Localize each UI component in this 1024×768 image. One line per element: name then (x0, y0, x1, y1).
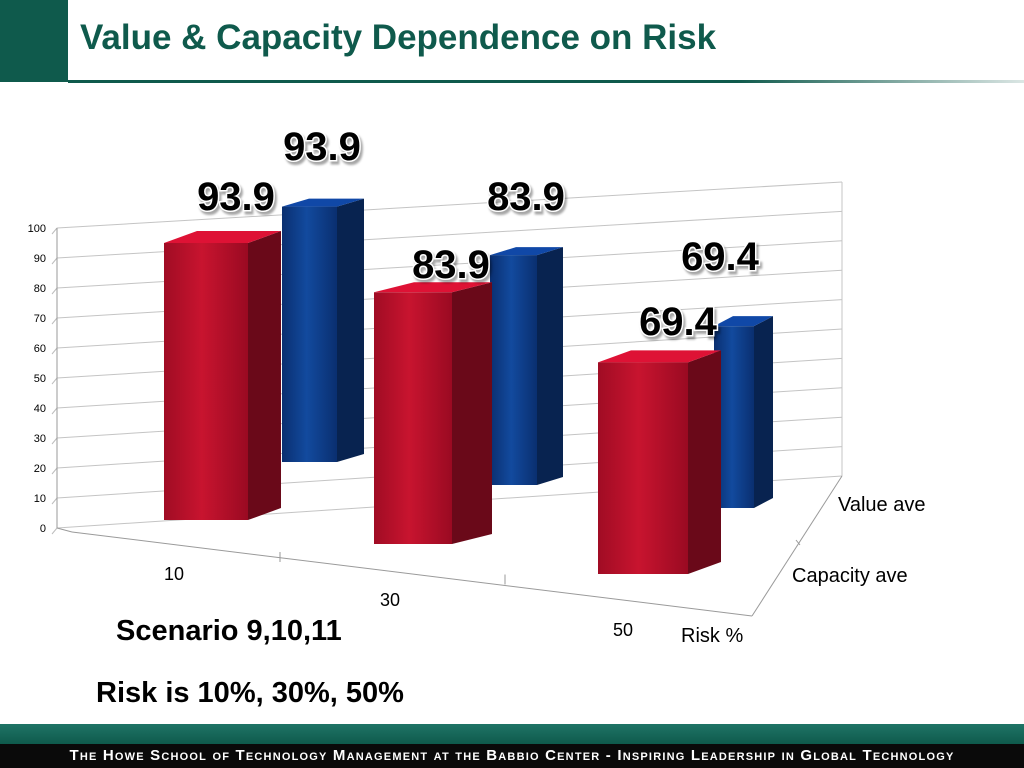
bar-top-face (490, 247, 563, 256)
bar-front-face (374, 292, 452, 544)
bar-side-face (754, 316, 773, 508)
y-tick-label: 100 (28, 223, 46, 235)
series-label-value-ave: Value ave (838, 494, 925, 516)
floor-left-edge (56, 527, 73, 533)
bar-top-face (374, 282, 492, 293)
bar-chart: 0 10 20 30 40 50 60 70 80 90 100 93.9 83.9 69.4 93.9 83… (28, 124, 926, 648)
risk-caption: Risk is 10%, 30%, 50% (96, 677, 404, 709)
bar-front-face (164, 242, 248, 520)
y-tick-label: 10 (34, 493, 46, 505)
bar-side-face (688, 350, 721, 574)
grid-line-left (51, 497, 58, 505)
data-label: 83.9 (412, 243, 490, 287)
bar-front-face (282, 206, 337, 462)
floor-right-edge (751, 475, 843, 617)
slide-title: Value & Capacity Dependence on Risk (80, 18, 717, 57)
data-label: 93.9 (197, 175, 275, 219)
header-accent-block (0, 0, 68, 82)
y-tick-label: 20 (34, 463, 46, 475)
grid-line (56, 181, 843, 229)
header-divider (68, 80, 1024, 83)
x-category-label: 10 (164, 564, 184, 584)
bar-top-face (282, 198, 364, 207)
grid-line-left (51, 317, 58, 325)
y-tick-label: 50 (34, 373, 46, 385)
x-category-label: 50 (613, 620, 633, 640)
data-label: 93.9 (283, 125, 361, 169)
y-tick-label: 30 (34, 433, 46, 445)
grid-line-left (51, 347, 58, 355)
bar-side-face (248, 230, 281, 520)
bar-top-face (164, 230, 281, 243)
data-label: 69.4 (639, 300, 718, 344)
value-ave-bar-10 (282, 198, 364, 463)
bar-front-face (598, 362, 688, 574)
depth-tick (795, 539, 801, 546)
y-tick-label: 90 (34, 253, 46, 265)
bar-front-face (490, 255, 537, 485)
bar-side-face (337, 198, 364, 463)
scenario-caption: Scenario 9,10,11 (116, 615, 342, 647)
grid-line-left (51, 377, 58, 385)
bar-top-face (598, 350, 721, 363)
bar-side-face (452, 282, 492, 544)
data-label: 69.4 (681, 235, 760, 279)
y-tick-label: 60 (34, 343, 46, 355)
y-tick-label: 70 (34, 313, 46, 325)
capacity-ave-bar-30 (374, 282, 492, 544)
y-tick-label: 40 (34, 403, 46, 415)
grid-line-left (51, 407, 58, 415)
data-label: 83.9 (487, 175, 565, 219)
footer-band (0, 724, 1024, 744)
grid-line-left (51, 527, 58, 535)
bar-top-face (714, 316, 773, 327)
series-label-capacity-ave: Capacity ave (792, 565, 908, 587)
bar-side-face (537, 247, 563, 485)
floor-front-edge (71, 531, 753, 617)
grid-line-left (51, 287, 58, 295)
y-tick-label: 0 (40, 523, 46, 535)
footer-text: The Howe School of Technology Management… (0, 744, 1024, 768)
x-category-label: 30 (380, 590, 400, 610)
grid-line-left (51, 227, 58, 235)
grid-line-left (51, 257, 58, 265)
grid-line-left (51, 467, 58, 475)
value-ave-bar-50 (714, 316, 773, 508)
capacity-ave-bar-50 (598, 350, 721, 574)
capacity-ave-bar-10 (164, 230, 281, 520)
x-axis-title: Risk % (681, 625, 743, 647)
value-ave-bar-30 (490, 247, 563, 485)
y-tick-label: 80 (34, 283, 46, 295)
grid-line-left (51, 437, 58, 445)
